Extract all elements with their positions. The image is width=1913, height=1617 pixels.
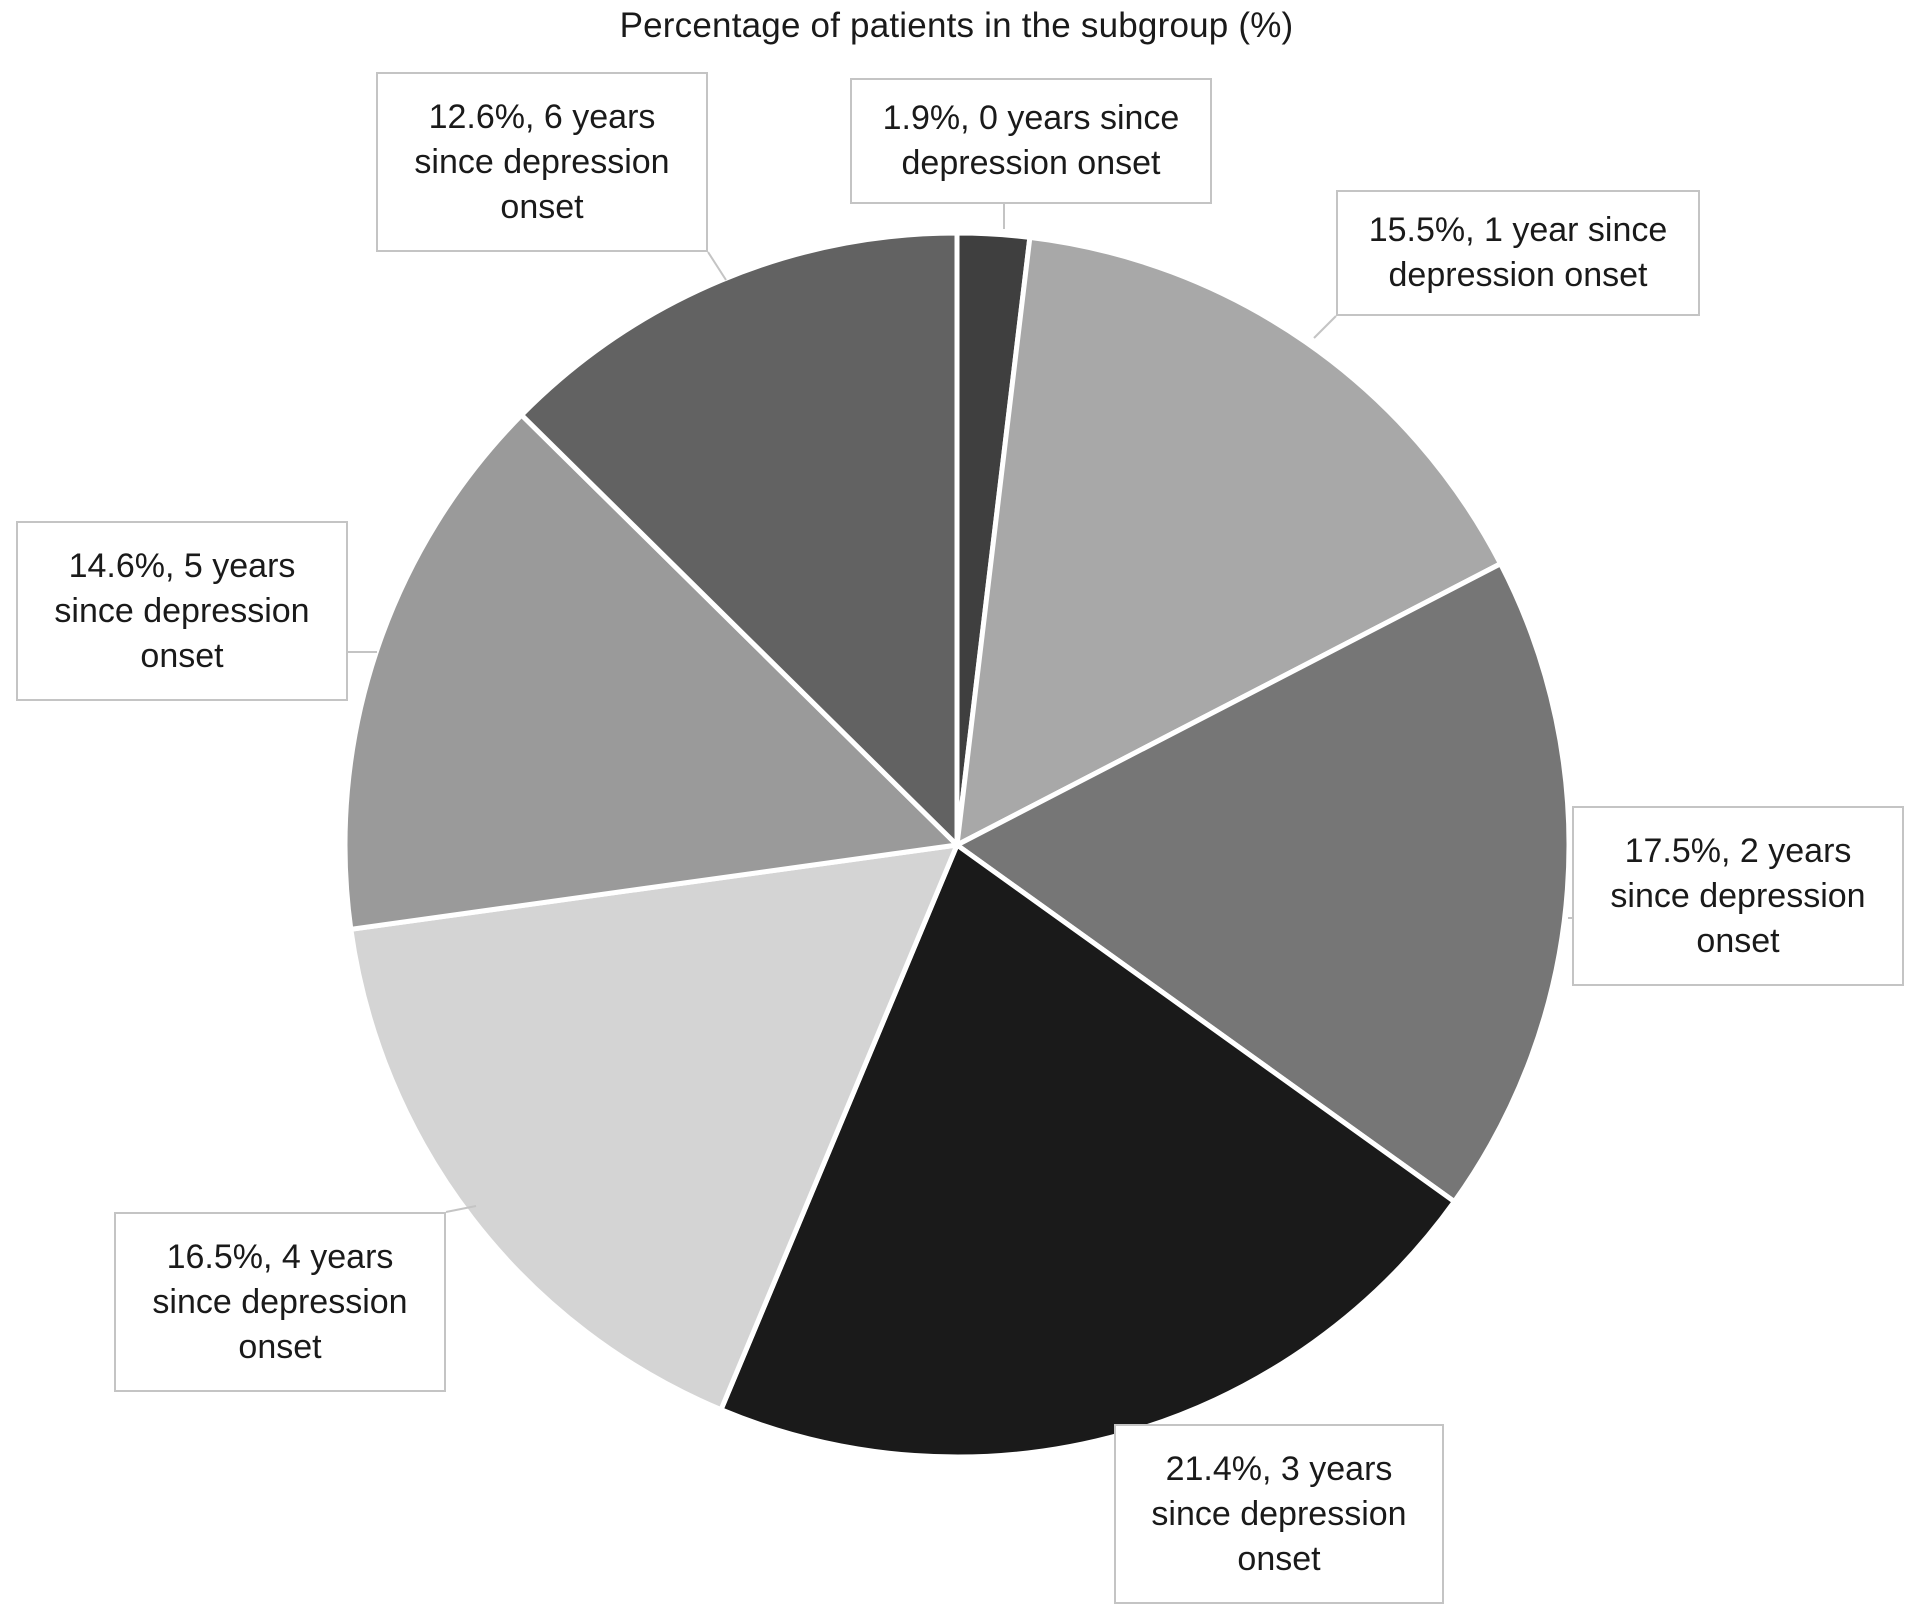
pie-slice [954, 561, 1572, 1205]
slice-data-label-line: onset [1696, 921, 1780, 960]
slice-data-label: 15.5%, 1 year since depression onset [1336, 190, 1700, 316]
slice-data-label-line: 16.5%, 4 years [166, 1237, 394, 1276]
slice-data-label-line: onset [140, 636, 224, 675]
slice-data-label: 12.6%, 6 years since depression onset [376, 72, 708, 252]
slice-data-label-text: 15.5%, 1 year since depression onset [1369, 208, 1668, 298]
slice-data-label-line: since depression [54, 591, 310, 630]
slice-data-label-line: 15.5%, 1 year since [1368, 211, 1668, 249]
slice-data-label-text: 17.5%, 2 years since depression onset [1610, 829, 1865, 964]
pie-slice [519, 230, 960, 848]
slice-data-label-line: 14.6%, 5 years [68, 546, 296, 585]
chart-title: Percentage of patients in the subgroup (… [619, 6, 1294, 45]
callout-leader-line [707, 251, 727, 281]
callout-leader-line [445, 1205, 477, 1213]
slice-data-label-text: 1.9%, 0 years since depression onset [883, 96, 1180, 186]
slice-data-label-line: since depression [414, 142, 670, 181]
slice-data-label-line: since depression [1610, 876, 1866, 915]
slice-data-label-text: 12.6%, 6 years since depression onset [414, 95, 669, 230]
slice-data-label-line: depression onset [901, 144, 1161, 182]
slice-data-label-text: 16.5%, 4 years since depression onset [152, 1235, 407, 1370]
pie-slice [954, 234, 1504, 848]
slice-data-label-line: 17.5%, 2 years [1624, 831, 1852, 870]
slice-data-label-line: onset [238, 1327, 322, 1366]
slice-data-label-line: since depression [1151, 1494, 1407, 1533]
slice-data-label-line: depression onset [1388, 256, 1648, 294]
slice-data-label-line: onset [1237, 1539, 1321, 1578]
slice-data-label: 14.6%, 5 years since depression onset [16, 521, 348, 701]
slice-data-label: 17.5%, 2 years since depression onset [1572, 806, 1904, 986]
slice-data-label: 21.4%, 3 years since depression onset [1114, 1424, 1444, 1604]
slice-data-label-text: 21.4%, 3 years since depression onset [1151, 1447, 1406, 1582]
slice-data-label-line: 1.9%, 0 years since [882, 99, 1180, 137]
slice-data-label-line: 12.6%, 6 years [428, 97, 656, 136]
slice-data-label: 16.5%, 4 years since depression onset [114, 1212, 446, 1392]
pie-slice [348, 842, 960, 1413]
slice-data-label: 1.9%, 0 years since depression onset [850, 78, 1212, 204]
slice-data-label-line: 21.4%, 3 years [1165, 1449, 1393, 1488]
slice-data-label-text: 14.6%, 5 years since depression onset [54, 544, 309, 679]
slice-data-label-line: onset [500, 187, 584, 226]
slice-data-label-line: since depression [152, 1282, 408, 1321]
callout-leader-line [1313, 315, 1337, 339]
